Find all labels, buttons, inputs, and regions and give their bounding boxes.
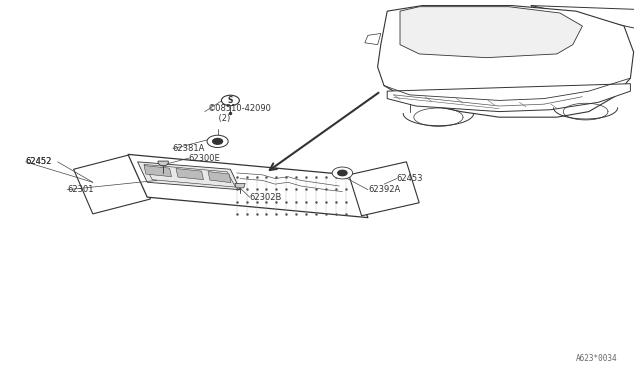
- Text: 62452: 62452: [26, 157, 52, 166]
- Circle shape: [338, 170, 347, 176]
- Polygon shape: [208, 171, 231, 183]
- Circle shape: [207, 135, 228, 147]
- Polygon shape: [235, 183, 245, 188]
- Polygon shape: [138, 162, 240, 190]
- Polygon shape: [176, 169, 204, 180]
- Polygon shape: [144, 166, 172, 177]
- Text: 62392A: 62392A: [368, 185, 400, 194]
- Text: 62300E: 62300E: [189, 154, 221, 163]
- Text: S: S: [228, 96, 233, 105]
- Polygon shape: [74, 154, 150, 214]
- Text: 62381A: 62381A: [173, 144, 205, 153]
- Polygon shape: [400, 7, 582, 58]
- Polygon shape: [158, 161, 168, 166]
- Polygon shape: [128, 154, 368, 218]
- Circle shape: [221, 95, 239, 106]
- Text: 62301: 62301: [67, 185, 93, 194]
- Text: 62452: 62452: [26, 157, 52, 166]
- Text: A623*0034: A623*0034: [576, 354, 618, 363]
- Polygon shape: [378, 6, 634, 117]
- Circle shape: [212, 138, 223, 144]
- Text: 62302B: 62302B: [250, 193, 282, 202]
- Text: ©08510-42090
    (2): ©08510-42090 (2): [208, 104, 272, 123]
- Polygon shape: [365, 33, 381, 45]
- Polygon shape: [349, 162, 419, 216]
- Polygon shape: [387, 84, 630, 112]
- Circle shape: [332, 167, 353, 179]
- Text: 62453: 62453: [397, 174, 423, 183]
